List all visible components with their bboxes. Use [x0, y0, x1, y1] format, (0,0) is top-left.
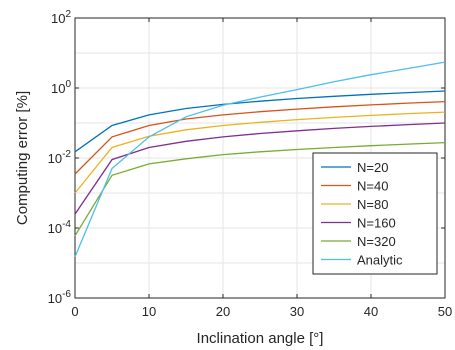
legend-box	[312, 152, 438, 275]
x-tick-label: 50	[438, 304, 452, 319]
y-axis-label: Computing error [%]	[14, 91, 31, 225]
series-line-n-20	[74, 90, 446, 153]
x-tick-label: 40	[364, 304, 378, 319]
y-tick-label: 10-2	[48, 149, 72, 166]
y-tick-label: 10-4	[48, 219, 72, 236]
y-tick-exponent: -6	[62, 289, 71, 300]
y-tick-base: 10	[51, 11, 65, 26]
series-line-n-80	[74, 111, 446, 194]
legend-label: Analytic	[357, 253, 403, 268]
x-tick-label: 0	[71, 304, 78, 319]
y-tick-label: 100	[51, 79, 71, 96]
legend-label: N=80	[357, 197, 388, 212]
series-lines	[74, 61, 446, 258]
legend-label: N=320	[357, 234, 396, 249]
legend-label: N=20	[357, 160, 388, 175]
x-tick-label: 10	[142, 304, 156, 319]
y-tick-exponent: -2	[62, 149, 71, 160]
y-tick-label: 102	[51, 9, 71, 26]
y-tick-exponent: 2	[65, 9, 71, 20]
plot-frame	[74, 17, 446, 299]
x-tick-label: 20	[216, 304, 230, 319]
y-tick-base: 10	[51, 81, 65, 96]
series-line-n-160	[74, 122, 446, 215]
y-tick-exponent: 0	[65, 79, 71, 90]
y-tick-exponent: -4	[62, 219, 71, 230]
x-axis-label: Inclination angle [°]	[197, 330, 324, 347]
series-line-n-320	[74, 141, 446, 237]
y-tick-base: 10	[48, 221, 62, 236]
legend-label: N=160	[357, 216, 396, 231]
series-line-n-40	[74, 100, 446, 175]
legend-label: N=40	[357, 179, 388, 194]
x-tick-label: 30	[290, 304, 304, 319]
y-tick-label: 10-6	[48, 289, 72, 306]
legend: N=20 N=40 N=80 N=160 N=320 Analytic	[312, 152, 438, 275]
y-tick-base: 10	[48, 291, 62, 306]
series-line-analytic	[74, 61, 446, 258]
y-tick-base: 10	[48, 151, 62, 166]
